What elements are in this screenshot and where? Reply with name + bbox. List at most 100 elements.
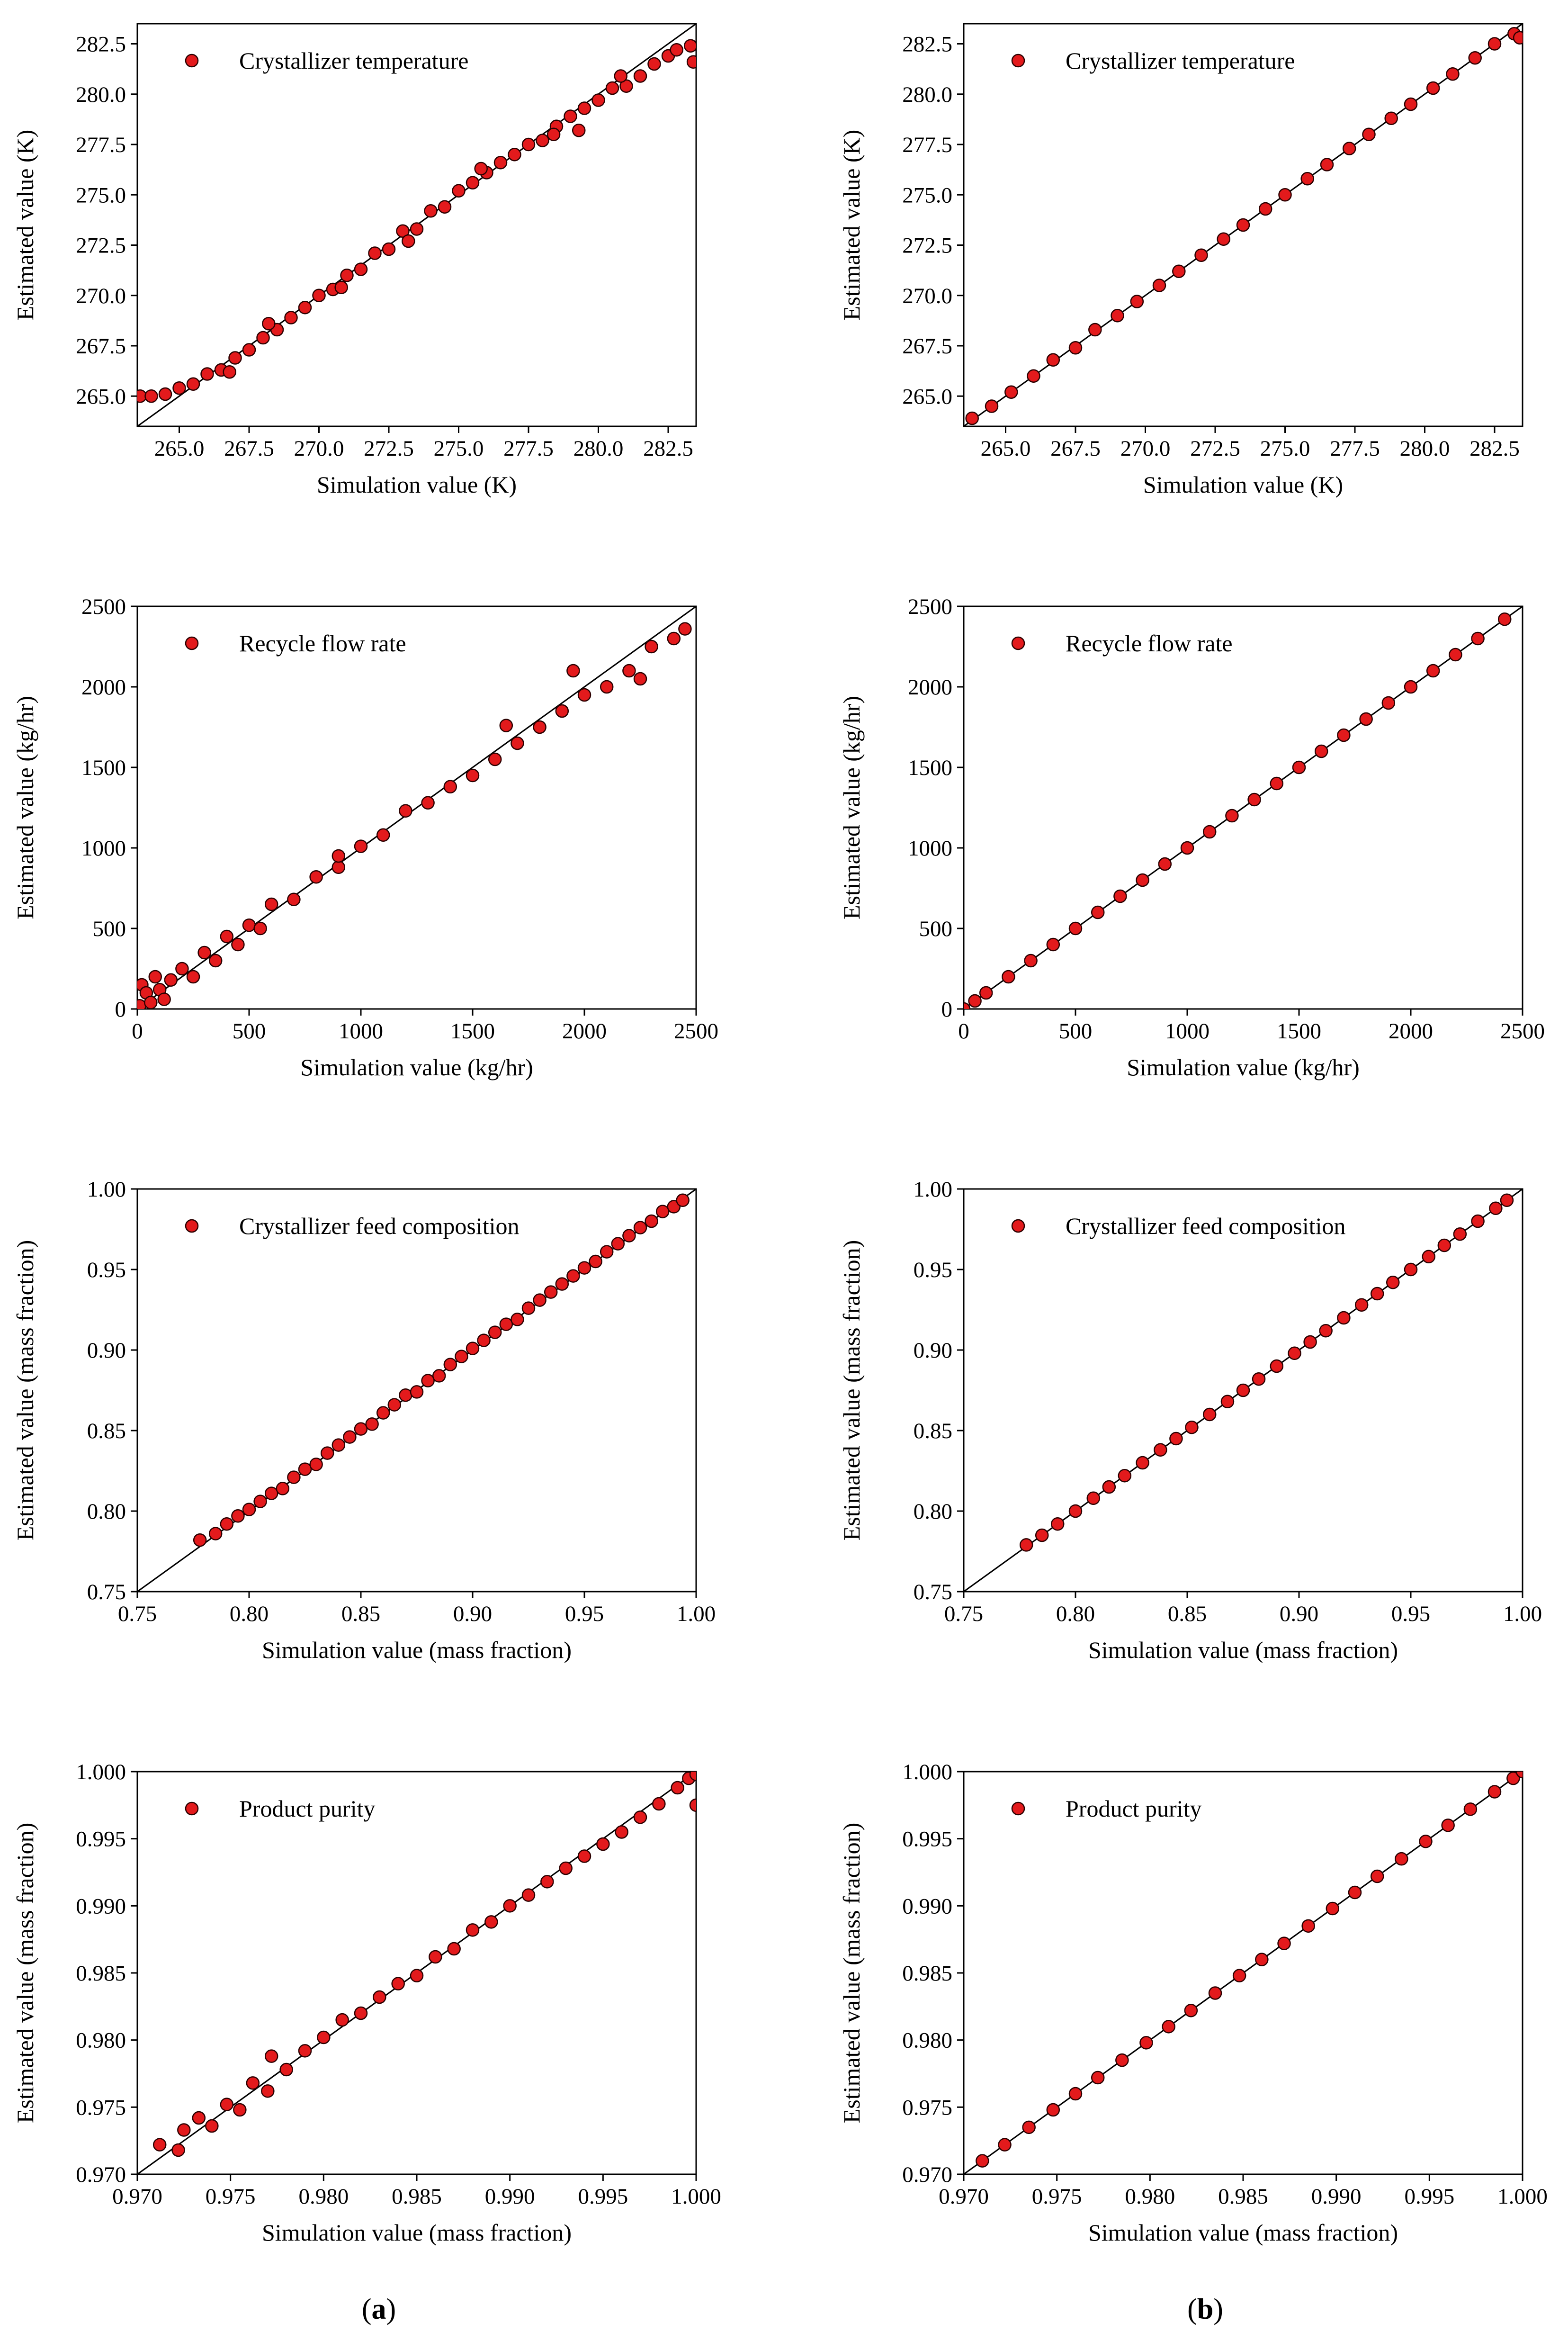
data-point [1158, 857, 1172, 871]
data-point [1225, 809, 1239, 823]
data-point [231, 1509, 245, 1523]
data-point [499, 1317, 513, 1331]
y-tick-label: 0.995 [902, 1827, 952, 1852]
data-point [1252, 1372, 1266, 1386]
data-point [577, 101, 591, 115]
data-point [670, 43, 683, 57]
data-point [1426, 81, 1440, 95]
x-tick-label: 2000 [1389, 1019, 1433, 1044]
data-point [536, 134, 549, 147]
data-layer [137, 1189, 696, 1592]
x-tick-label: 0.90 [1280, 1602, 1318, 1626]
data-point [223, 365, 236, 379]
data-point [600, 680, 614, 694]
x-tick-label: 0.975 [1032, 2184, 1082, 2209]
x-tick-label: 265.0 [154, 436, 205, 461]
data-point [645, 1214, 658, 1228]
data-point [614, 69, 627, 83]
data-point [589, 1254, 602, 1269]
x-tick-label: 2000 [562, 1019, 607, 1044]
data-point [242, 918, 256, 932]
chart-b1: 265.0 265.0 267.5 267.5 270.0 270.0 272.5 272.5… [838, 23, 1523, 498]
data-point [158, 387, 172, 401]
plot-frame [136, 1188, 697, 1593]
data-point [484, 1915, 498, 1929]
data-point [1050, 1517, 1065, 1531]
data-point [1270, 1359, 1284, 1373]
data-point [521, 137, 536, 152]
data-point [1004, 385, 1018, 399]
y-tick-label: 272.5 [902, 234, 952, 258]
data-point [968, 994, 982, 1008]
data-point [1446, 67, 1460, 81]
data-point [144, 996, 158, 1009]
data-point [1487, 37, 1502, 51]
x-tick-label: 265.0 [981, 436, 1031, 461]
data-point [220, 2098, 234, 2111]
x-tick-label: 0.980 [298, 2184, 349, 2209]
data-point [605, 81, 619, 95]
plot-frame [136, 605, 697, 1010]
data-point [577, 1849, 591, 1863]
y-tick-label: 0.990 [76, 1894, 126, 1918]
data-point [410, 222, 424, 236]
y-tick-label: 275.0 [76, 183, 126, 207]
data-point [1046, 2103, 1060, 2117]
legend-label: Crystallizer temperature [239, 47, 469, 74]
data-point [1463, 1802, 1478, 1816]
x-tick-label: 2500 [674, 1019, 718, 1044]
data-point [633, 1810, 647, 1824]
data-layer [137, 606, 696, 1009]
data-point [1088, 323, 1102, 337]
data-point [1359, 712, 1373, 726]
data-point [508, 148, 521, 162]
x-tick-label: 0.980 [1125, 2184, 1175, 2209]
data-point [1185, 1420, 1199, 1434]
data-point [1337, 728, 1351, 742]
data-point [511, 736, 524, 750]
y-tick-label: 0.75 [87, 1580, 126, 1604]
x-tick-label: 280.0 [1400, 436, 1450, 461]
data-point [387, 1398, 402, 1412]
data-point [186, 970, 200, 984]
data-point [1395, 1852, 1408, 1866]
x-tick-label: 2500 [1500, 1019, 1545, 1044]
data-point [1471, 1214, 1485, 1228]
legend-marker [1011, 636, 1025, 650]
data-point [689, 1772, 696, 1781]
data-point [443, 780, 457, 794]
data-point [1027, 369, 1040, 383]
y-axis-title: Estimated value (kg/hr) [838, 696, 865, 919]
x-tick-label: 1.000 [671, 2184, 721, 2209]
data-point [186, 377, 200, 391]
legend-label: Crystallizer feed composition [1066, 1213, 1346, 1239]
data-point [678, 622, 692, 636]
data-point [220, 929, 234, 944]
y-tick-label: 0 [941, 997, 953, 1022]
x-tick-label: 1500 [450, 1019, 495, 1044]
y-tick-label: 272.5 [76, 234, 126, 258]
y-tick-label: 2500 [908, 594, 952, 619]
data-point [1202, 1407, 1217, 1422]
y-tick-label: 1000 [81, 836, 126, 861]
data-point [309, 1458, 323, 1471]
data-point [1515, 1772, 1523, 1779]
data-point [438, 200, 452, 214]
y-tick-label: 270.0 [76, 284, 126, 308]
data-point [1301, 1919, 1315, 1933]
data-point [1384, 111, 1398, 125]
x-tick-label: 0.985 [1218, 2184, 1268, 2209]
data-point [1035, 1528, 1049, 1542]
data-point [172, 381, 186, 395]
y-axis-title: Estimated value (mass fraction) [12, 1823, 38, 2124]
data-point [298, 2044, 312, 2058]
data-point [410, 1969, 424, 1982]
data-point [368, 246, 382, 260]
data-point [1068, 1504, 1083, 1518]
data-point [354, 1422, 368, 1436]
data-point [171, 2143, 185, 2157]
data-point [264, 2049, 278, 2063]
data-point [1091, 905, 1105, 919]
chart-a3: 0.750.75 0.80 0.80 0.85 0.85 0.90 0.90 0.95 0.95… [12, 1177, 716, 1663]
data-point [177, 2123, 191, 2137]
